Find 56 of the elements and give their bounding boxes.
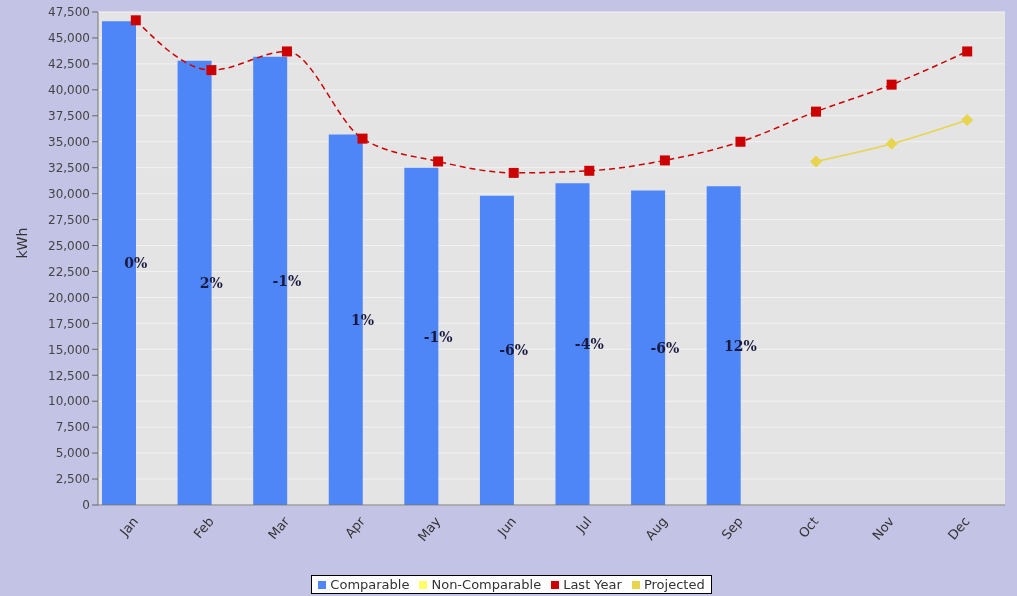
y-tick-label: 17,500 [48,316,90,331]
y-tick-label: 7,500 [55,420,90,435]
legend-label: Non-Comparable [430,577,542,592]
y-tick-label: 30,000 [48,186,90,201]
annotation: 2% [199,274,223,291]
x-tick-label: Jan [116,513,142,540]
point [811,106,822,117]
x-tick-label: Feb [190,513,217,542]
annotation: 0% [124,255,148,272]
point [206,65,217,76]
point [961,113,974,126]
y-tick-label: 32,500 [48,160,90,175]
annotation: 1% [351,312,375,329]
x-tick-label: Sep [718,513,746,543]
y-tick-label: 47,500 [48,5,90,20]
x-tick-label: Dec [944,513,973,543]
y-tick-label: 37,500 [48,109,90,124]
x-tick-label: Jul [572,513,595,537]
y-tick-label: 25,000 [48,238,90,253]
point [584,165,595,176]
point [885,137,898,150]
annotation: -4% [574,336,604,353]
point [508,167,519,178]
point [130,15,141,26]
legend-label: Last Year [562,577,622,592]
legend-label: Projected [642,577,705,592]
annotation: -1% [272,272,302,289]
point [357,133,368,144]
point [659,155,670,166]
point [810,155,823,168]
annotation: -6% [499,342,529,359]
x-tick-label: Mar [265,513,293,543]
point [433,156,444,167]
y-tick-label: 35,000 [48,135,90,149]
y-tick-label: 10,000 [48,394,90,409]
x-tick-label: Jun [493,513,520,540]
y-axis-title: kWh [13,227,30,259]
x-tick-label: Apr [341,513,369,541]
point [962,46,973,57]
y-tick-label: 20,000 [48,290,90,305]
y-tick-label: 40,000 [48,83,90,98]
y-tick-label: 12,500 [48,368,90,383]
annotation: -6% [650,340,680,357]
point [735,136,746,147]
point [281,46,292,57]
y-tick-label: 15,000 [48,342,90,357]
y-tick-label: 22,500 [48,264,90,279]
y-tick-label: 45,000 [48,31,90,46]
y-tick-label: 2,500 [55,472,90,487]
y-tick-label: 42,500 [48,57,90,72]
point [886,79,897,90]
y-tick-label: 5,000 [55,446,90,461]
y-tick-label: 27,500 [48,212,90,227]
y-tick-label: 0 [82,498,90,513]
legend-label: Comparable [329,577,410,592]
x-tick-label: Oct [795,513,822,541]
